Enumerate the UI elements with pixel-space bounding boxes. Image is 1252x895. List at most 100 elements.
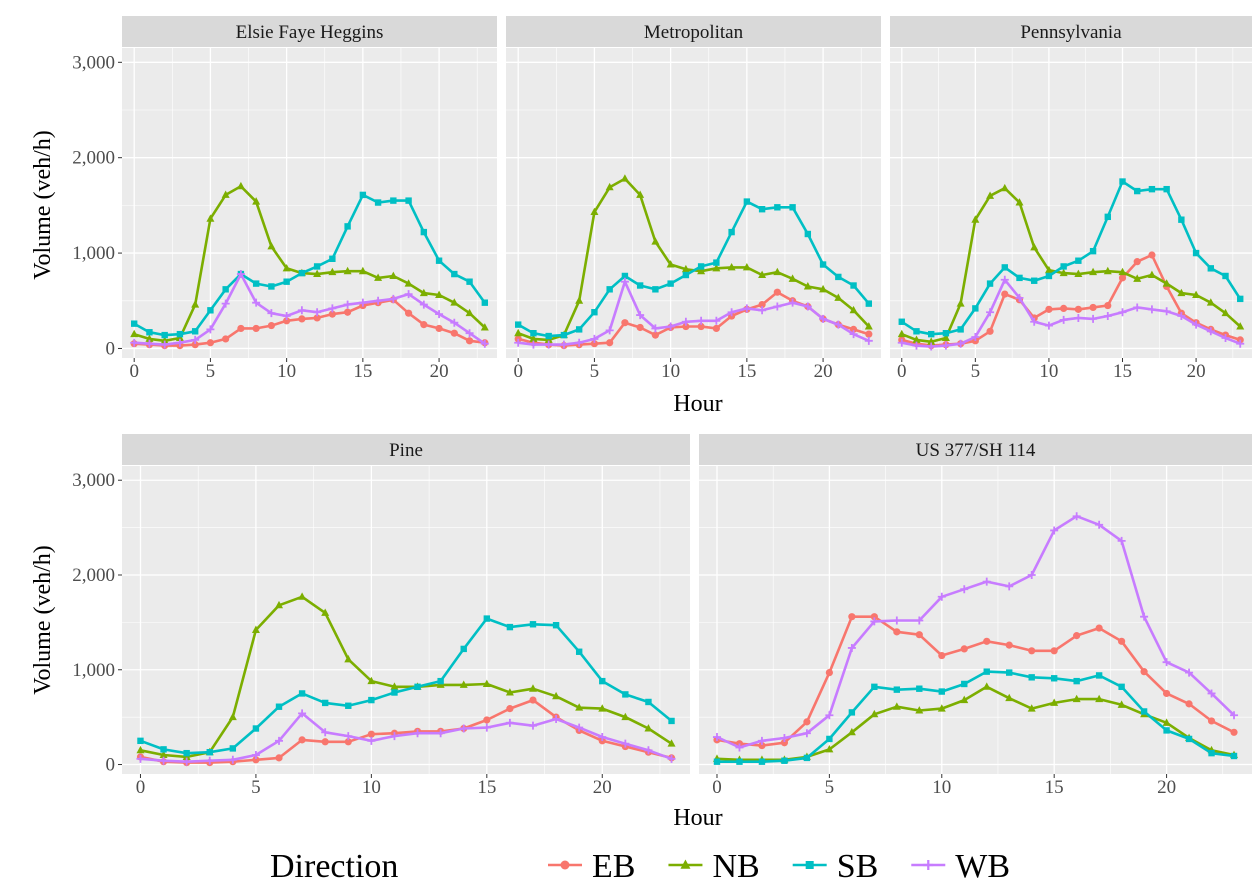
data-point-nb: [298, 592, 307, 600]
data-point-wb: [465, 329, 474, 338]
data-point-nb: [897, 329, 906, 338]
data-point-sb: [437, 677, 444, 685]
series-layer: [514, 174, 873, 350]
data-point-nb: [1000, 183, 1009, 192]
data-point-eb: [404, 309, 413, 317]
data-point-wb: [251, 751, 260, 760]
data-point-nb: [321, 608, 330, 616]
data-point-eb: [222, 335, 230, 343]
data-point-wb: [267, 309, 276, 318]
data-point-wb: [982, 577, 991, 586]
data-point-nb: [1095, 694, 1104, 703]
data-point-sb: [146, 329, 153, 336]
data-point-sb: [1050, 675, 1058, 682]
data-point-sb: [207, 307, 214, 314]
facet-strip: [890, 16, 1252, 47]
x-tick-label: 5: [825, 777, 835, 798]
data-point-nb: [1050, 698, 1059, 706]
legend-entry-sb: SB: [792, 848, 878, 885]
panel-elsie-faye-heggins: Elsie Faye Heggins 0 5 10 15 20 0 1,000 2,000 3,0…: [72, 16, 497, 382]
data-point-eb: [712, 324, 720, 333]
x-tick-label: 15: [1045, 777, 1064, 798]
data-point-sb: [913, 328, 920, 335]
data-point-sb: [466, 278, 473, 285]
data-point-sb: [575, 648, 583, 655]
data-point-sb: [1163, 727, 1170, 734]
data-point-sb: [1222, 272, 1229, 280]
data-point-sb: [713, 259, 720, 266]
data-point-wb: [450, 318, 459, 327]
panel-pine: Pine 0 5 10 15 20 0 1,000 2,000 3,000: [72, 434, 690, 798]
data-point-wb: [1192, 320, 1201, 329]
data-point-nb: [666, 260, 675, 268]
data-point-nb: [1074, 269, 1083, 278]
data-point-eb: [252, 756, 260, 764]
legend-label: NB: [712, 848, 759, 885]
legend: Direction EB NB SB WB: [270, 848, 1010, 885]
y-tick-label: 1,000: [72, 243, 115, 264]
x-tick-label: 5: [251, 777, 261, 798]
data-point-eb: [275, 754, 283, 762]
x-axis-label-bottom: Hour: [673, 805, 722, 831]
data-point-sb: [229, 745, 237, 752]
data-point-eb: [938, 651, 946, 660]
data-point-wb: [892, 616, 901, 625]
data-point-wb: [849, 330, 858, 339]
data-point-wb: [182, 757, 191, 766]
series-line-sb: [139, 617, 673, 755]
data-point-sb: [460, 645, 467, 653]
data-point-wb: [367, 736, 376, 745]
data-point-eb: [758, 741, 766, 750]
x-tick-label: 15: [353, 361, 372, 382]
data-point-sb: [1104, 213, 1111, 221]
data-point-wb: [681, 317, 690, 326]
data-point-sb: [1140, 708, 1148, 715]
data-point-nb: [1027, 704, 1036, 712]
data-point-sb: [972, 305, 979, 312]
data-point-eb: [483, 716, 491, 724]
data-point-sb: [957, 326, 964, 333]
data-point-wb: [374, 296, 383, 305]
facet-title: Pennsylvania: [1020, 22, 1122, 43]
data-point-sb: [1207, 265, 1214, 272]
data-point-sb: [774, 204, 781, 211]
data-point-wb: [802, 729, 811, 738]
data-point-nb: [1221, 308, 1230, 317]
data-point-nb: [667, 739, 676, 747]
data-point-eb: [506, 705, 514, 713]
legend-title: Direction: [270, 848, 398, 885]
data-point-sb: [983, 668, 990, 675]
data-point-nb: [344, 654, 353, 663]
legend-key-triangle: [680, 859, 691, 869]
plot-area: [890, 48, 1252, 358]
data-point-nb: [847, 727, 856, 736]
data-point-sb: [758, 206, 766, 213]
x-tick-label: 10: [277, 361, 296, 382]
data-point-sb: [529, 621, 537, 628]
data-point-wb: [986, 308, 995, 317]
data-point-sb: [374, 199, 382, 206]
data-point-nb: [160, 336, 169, 344]
data-point-nb: [598, 704, 607, 712]
data-point-eb: [1133, 258, 1141, 266]
data-point-nb: [514, 328, 523, 337]
data-point-eb: [1050, 647, 1058, 655]
data-point-nb: [275, 600, 284, 609]
data-point-sb: [298, 269, 306, 277]
data-point-sb: [1089, 247, 1097, 255]
data-point-nb: [937, 704, 946, 712]
data-point-wb: [1030, 317, 1039, 326]
data-point-nb: [986, 191, 995, 199]
data-point-sb: [545, 332, 552, 340]
data-point-nb: [191, 300, 200, 308]
data-point-wb: [559, 340, 568, 349]
data-point-nb: [834, 293, 843, 301]
data-point-sb: [1073, 677, 1080, 685]
data-point-wb: [343, 300, 352, 309]
data-point-eb: [893, 628, 901, 636]
data-point-sb: [1016, 274, 1023, 282]
data-point-wb: [636, 311, 645, 320]
data-point-nb: [267, 242, 276, 250]
data-point-nb: [819, 284, 828, 293]
data-point-nb: [528, 684, 537, 692]
